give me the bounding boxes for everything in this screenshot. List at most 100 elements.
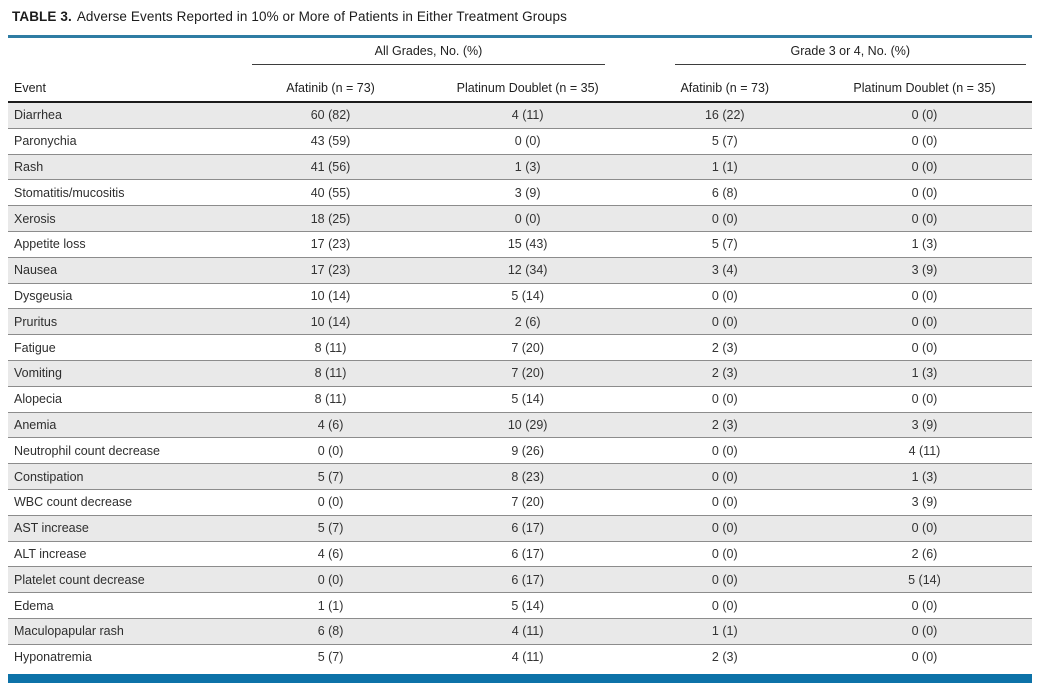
- value-cell: 1 (3): [816, 463, 1032, 490]
- value-cell: 6 (17): [422, 541, 633, 568]
- table-row: Anemia 4 (6) 10 (29) 2 (3) 3 (9): [8, 412, 1032, 439]
- value-cell: 6 (8): [632, 179, 817, 207]
- value-cell: 4 (11): [422, 618, 633, 645]
- table-row: Hyponatremia 5 (7) 4 (11) 2 (3) 0 (0): [8, 644, 1032, 669]
- value-cell: 16 (22): [632, 102, 817, 129]
- value-cell: 4 (11): [816, 437, 1032, 465]
- table-row: Xerosis 18 (25) 0 (0) 0 (0) 0 (0): [8, 205, 1032, 232]
- value-cell: 0 (0): [632, 489, 817, 516]
- value-cell: 4 (6): [238, 541, 423, 568]
- value-cell: 0 (0): [632, 437, 817, 465]
- value-cell: 8 (23): [422, 463, 633, 490]
- event-cell: Alopecia: [8, 386, 239, 413]
- value-cell: 0 (0): [816, 515, 1032, 542]
- value-cell: 1 (3): [422, 154, 633, 181]
- table-row: AST increase 5 (7) 6 (17) 0 (0) 0 (0): [8, 515, 1032, 542]
- value-cell: 5 (14): [422, 592, 633, 619]
- table-footer-bar: [8, 673, 1032, 683]
- value-cell: 0 (0): [816, 283, 1032, 310]
- event-cell: Pruritus: [8, 308, 239, 336]
- value-cell: 6 (17): [422, 515, 633, 542]
- value-cell: 0 (0): [632, 463, 817, 490]
- value-cell: 2 (3): [711, 650, 738, 665]
- value-cell: 9 (26): [422, 437, 633, 465]
- table-row: Alopecia 8 (11) 5 (14) 0 (0) 0 (0): [8, 386, 1032, 413]
- table-body: Diarrhea 60 (82) 4 (11) 16 (22) 0 (0) Paronyc…: [8, 102, 1032, 670]
- table-row: Nausea 17 (23) 12 (34) 3 (4) 3 (9): [8, 257, 1032, 284]
- value-cell: 2 (3): [632, 412, 817, 439]
- event-cell: Rash: [8, 154, 239, 181]
- value-cell: 5 (14): [816, 566, 1032, 594]
- table-row: Constipation 5 (7) 8 (23) 0 (0) 1 (3): [8, 463, 1032, 490]
- event-cell: Paronychia: [8, 128, 239, 155]
- value-cell: 0 (0): [816, 128, 1032, 155]
- title-accent-rule: [8, 35, 1032, 38]
- value-cell: 5 (7): [632, 128, 817, 155]
- table-row: Fatigue 8 (11) 7 (20) 2 (3) 0 (0): [8, 334, 1032, 361]
- table-number: TABLE 3.: [12, 9, 72, 24]
- event-cell: Nausea: [8, 257, 239, 284]
- table-row: Rash 41 (56) 1 (3) 1 (1) 0 (0): [8, 154, 1032, 181]
- event-cell: Vomiting: [8, 360, 239, 387]
- adverse-events-table: All Grades, No. (%) Grade 3 or 4, No. (%…: [8, 38, 1032, 670]
- group-header-grade-3-4-cell: Grade 3 or 4, No. (%): [633, 38, 1032, 65]
- value-cell: 1 (1): [238, 592, 423, 619]
- value-cell: 3 (9): [816, 412, 1032, 439]
- event-cell: ALT increase: [8, 541, 239, 568]
- value-cell: 60 (82): [238, 102, 423, 129]
- value-cell: 4 (6): [238, 412, 423, 439]
- table-row: Dysgeusia 10 (14) 5 (14) 0 (0) 0 (0): [8, 283, 1032, 310]
- value-cell: 1 (1): [632, 154, 817, 181]
- value-cell: 6 (8): [238, 618, 423, 645]
- value-cell: 5 (7): [238, 515, 423, 542]
- group-header-row: All Grades, No. (%) Grade 3 or 4, No. (%…: [8, 38, 1032, 65]
- value-cell: 0 (0): [632, 541, 817, 568]
- value-cell: 8 (11): [238, 334, 423, 361]
- event-cell: Appetite loss: [8, 231, 239, 258]
- event-cell: Neutrophil count decrease: [8, 437, 239, 465]
- value-cell: 1 (3): [816, 360, 1032, 387]
- table-row: Diarrhea 60 (82) 4 (11) 16 (22) 0 (0): [8, 102, 1032, 129]
- event-cell: Hyponatremia: [14, 650, 92, 665]
- value-cell: 43 (59): [238, 128, 423, 155]
- value-cell: 0 (0): [816, 334, 1032, 361]
- column-header-platinum-all-grades: Platinum Doublet (n = 35): [422, 65, 633, 103]
- value-cell: 2 (6): [422, 308, 633, 336]
- event-cell: Constipation: [8, 463, 239, 490]
- event-cell: AST increase: [8, 515, 239, 542]
- event-cell: Platelet count decrease: [8, 566, 239, 594]
- table-row: Maculopapular rash 6 (8) 4 (11) 1 (1) 0 (0): [8, 618, 1032, 645]
- event-cell: Dysgeusia: [8, 283, 239, 310]
- event-cell: Anemia: [8, 412, 239, 439]
- value-cell: 3 (9): [816, 489, 1032, 516]
- value-cell: 0 (0): [238, 437, 423, 465]
- value-cell: 0 (0): [238, 489, 423, 516]
- table-row: ALT increase 4 (6) 6 (17) 0 (0) 2 (6): [8, 541, 1032, 568]
- value-cell: 2 (6): [816, 541, 1032, 568]
- event-cell: Xerosis: [8, 205, 239, 232]
- table-header: All Grades, No. (%) Grade 3 or 4, No. (%…: [8, 38, 1032, 103]
- value-cell: 8 (11): [238, 386, 423, 413]
- value-cell: 0 (0): [238, 566, 423, 594]
- table-row: Vomiting 8 (11) 7 (20) 2 (3) 1 (3): [8, 360, 1032, 387]
- value-cell: 5 (7): [317, 650, 344, 665]
- event-cell: Maculopapular rash: [8, 618, 239, 645]
- value-cell: 0 (0): [632, 205, 817, 232]
- value-cell: 0 (0): [422, 128, 633, 155]
- value-cell: 3 (9): [816, 257, 1032, 284]
- table-row: Platelet count decrease 0 (0) 6 (17) 0 (0) 5…: [8, 566, 1032, 594]
- value-cell: 4 (11): [511, 650, 544, 665]
- value-cell: 5 (14): [422, 283, 633, 310]
- value-cell: 8 (11): [238, 360, 423, 387]
- column-header-afatinib-all-grades: Afatinib (n = 73): [238, 65, 423, 103]
- event-cell: Diarrhea: [8, 102, 239, 129]
- value-cell: 7 (20): [422, 489, 633, 516]
- value-cell: 0 (0): [816, 308, 1032, 336]
- event-cell: Fatigue: [8, 334, 239, 361]
- value-cell: 0 (0): [632, 386, 817, 413]
- value-cell: 6 (17): [422, 566, 633, 594]
- value-cell: 17 (23): [238, 257, 423, 284]
- value-cell: 0 (0): [632, 515, 817, 542]
- table-title: TABLE 3. Adverse Events Reported in 10% o…: [8, 6, 1032, 26]
- event-cell: Stomatitis/mucositis: [8, 179, 239, 207]
